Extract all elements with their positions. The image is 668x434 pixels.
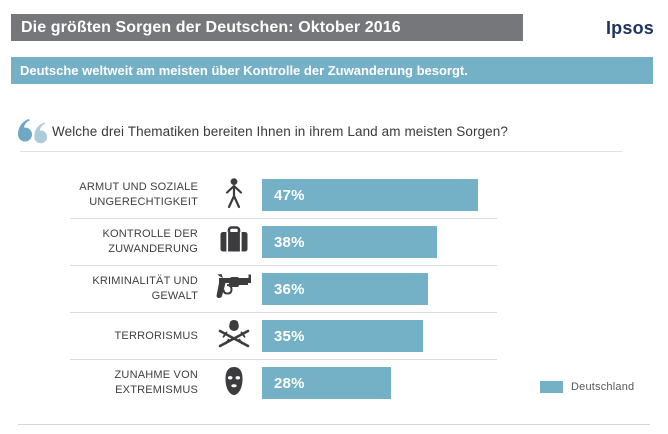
- bar-value: 28%: [274, 374, 305, 392]
- category-label: TERRORISMUS: [114, 329, 198, 342]
- balaclava-icon: [223, 366, 245, 401]
- subtitle-bar: Deutsche weltweit am meisten über Kontro…: [11, 57, 653, 84]
- bar: 28%: [262, 367, 391, 399]
- page-title: Die größten Sorgen der Deutschen: Oktobe…: [21, 18, 401, 36]
- bottom-divider: [18, 424, 650, 425]
- bar-value: 36%: [274, 280, 305, 298]
- bar: 36%: [262, 273, 428, 305]
- legend-label: Deutschland: [571, 381, 635, 393]
- bar: 35%: [262, 320, 423, 352]
- chart-row-zuwanderung: KONTROLLE DER ZUWANDERUNG 38%: [10, 219, 530, 265]
- bar: 47%: [262, 179, 478, 211]
- quote-icon: [14, 116, 50, 155]
- row-divider: [70, 218, 497, 219]
- chart-row-terrorismus: TERRORISMUS 35%: [10, 313, 530, 359]
- legend-swatch: [540, 381, 563, 393]
- chart-row-extremismus: ZUNAHME VON EXTREMISMUS 28%: [10, 360, 530, 406]
- category-label: KRIMINALITÄT UND GEWALT: [92, 275, 198, 302]
- suitcase-icon: [219, 226, 249, 258]
- ipsos-logo: Ipsos: [605, 18, 654, 38]
- category-label: KONTROLLE DER ZUWANDERUNG: [102, 228, 198, 255]
- row-divider: [70, 265, 497, 266]
- question-divider: [20, 151, 622, 152]
- bar-value: 47%: [274, 186, 305, 204]
- question-text: Welche drei Thematiken bereiten Ihnen in…: [52, 124, 509, 139]
- revolver-icon: [215, 273, 253, 306]
- row-divider: [70, 359, 497, 360]
- bar: 38%: [262, 226, 437, 258]
- category-label: ARMUT UND SOZIALE UNGERECHTIGKEIT: [79, 181, 198, 208]
- title-bar: Die größten Sorgen der Deutschen: Oktobe…: [11, 14, 523, 41]
- chart-row-armut: ARMUT UND SOZIALE UNGERECHTIGKEIT 47%: [10, 172, 530, 218]
- category-label: ZUNAHME VON EXTREMISMUS: [114, 369, 198, 396]
- chart-row-kriminalitaet: KRIMINALITÄT UND GEWALT 36%: [10, 266, 530, 312]
- bar-value: 35%: [274, 327, 305, 345]
- survey-question: Welche drei Thematiken bereiten Ihnen in…: [14, 114, 508, 155]
- person-icon: [223, 177, 245, 214]
- terrorism-icon: [216, 319, 252, 353]
- legend: Deutschland: [540, 381, 634, 393]
- bar-value: 38%: [274, 233, 305, 251]
- row-divider: [70, 312, 497, 313]
- bar-chart: ARMUT UND SOZIALE UNGERECHTIGKEIT 47% KO…: [10, 172, 530, 406]
- subtitle-text: Deutsche weltweit am meisten über Kontro…: [20, 63, 468, 78]
